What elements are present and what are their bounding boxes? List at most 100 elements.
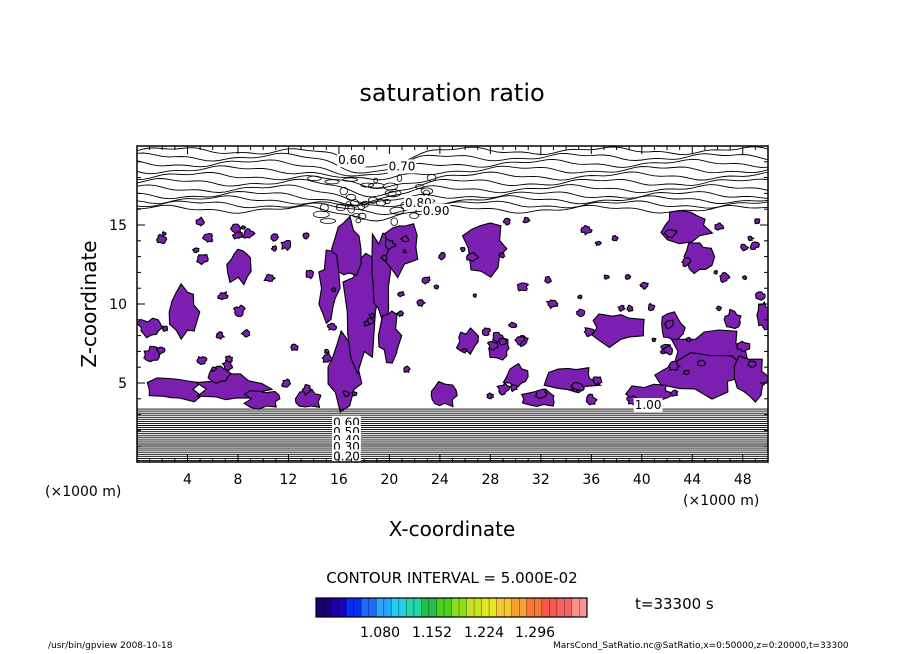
cloud-speck — [498, 251, 506, 259]
contour-label-bg — [633, 398, 663, 413]
cloud-speck — [402, 249, 407, 254]
cloud-speck — [379, 254, 388, 261]
contour-label: 0.20 — [333, 450, 360, 464]
cloud-speck — [240, 225, 247, 230]
contour-line — [137, 200, 768, 216]
cloud-speck — [459, 246, 466, 253]
footer-right: MarsCond_SatRatio.nc@SatRatio,x=0:50000,… — [553, 641, 849, 651]
x-tick-label: 40 — [633, 472, 651, 488]
cloud-speck — [156, 233, 168, 245]
contour-loop — [345, 193, 357, 201]
cloud-speck — [498, 337, 507, 346]
cloud-speck — [368, 312, 375, 319]
cloud-speck — [221, 360, 234, 372]
contour-loop — [389, 206, 405, 215]
cloud-speck — [580, 224, 593, 236]
x-tick-label: 12 — [280, 472, 298, 488]
cloud-speck — [626, 304, 634, 313]
cloud-speck — [570, 381, 585, 392]
cloud-speck — [696, 359, 707, 367]
contour-loop — [361, 200, 370, 208]
cloud-speck — [155, 346, 166, 356]
z-tick-label: 5 — [118, 376, 127, 392]
x-tick-label: 20 — [380, 472, 398, 488]
cloud-speck — [403, 365, 411, 374]
cloud-speck — [603, 274, 610, 280]
x-tick-label: 44 — [683, 472, 701, 488]
contour-loop — [420, 187, 434, 195]
cloud-speck — [740, 243, 750, 252]
contour-loop — [409, 212, 420, 219]
cloud-speck — [161, 230, 167, 237]
contour-label: 1.00 — [635, 398, 662, 412]
cloud-speck — [397, 291, 405, 298]
contour-line — [137, 178, 768, 198]
cloud-speck — [331, 287, 337, 293]
contour-line — [137, 158, 768, 177]
cloud-region — [591, 313, 645, 349]
contour-loop — [349, 199, 360, 208]
cloud-speck — [715, 305, 722, 312]
cloud-speck — [486, 340, 499, 352]
contour-loop — [339, 186, 348, 196]
cloud-speck — [302, 232, 310, 240]
cloud-speck — [534, 388, 548, 400]
cloud-speck — [321, 352, 333, 363]
footer-left: /usr/bin/gpview 2008-10-18 — [48, 641, 173, 651]
cloud-speck — [161, 325, 169, 333]
cloud-speck — [384, 238, 397, 251]
cloud-speck — [363, 320, 371, 327]
contour-loop — [368, 182, 385, 189]
contour-loop — [342, 177, 359, 182]
cloud-speck — [191, 247, 200, 254]
cloud-speck — [585, 393, 598, 406]
plot-area: 0.60 0.700.800.900.600.500.400.300.201.00 — [136, 145, 769, 464]
x-tick-label: 16 — [330, 472, 348, 488]
cloud-speck — [201, 232, 214, 243]
contour-loop — [319, 203, 329, 213]
cloud-speck — [624, 274, 632, 280]
cloud-region — [455, 327, 479, 356]
cloud-speck — [230, 223, 243, 235]
contour-loop — [324, 179, 340, 185]
x-tick-label: 24 — [431, 472, 449, 488]
contour-label: 0.60 — [338, 153, 365, 167]
x-tick-label: 4 — [183, 472, 192, 488]
colorbar-frame — [315, 597, 588, 618]
cloud-speck — [472, 293, 477, 298]
cloud-speck — [681, 257, 692, 268]
cloud-speck — [281, 378, 292, 388]
cloud-region — [137, 317, 163, 339]
cloud-speck — [263, 273, 276, 283]
contour-loop — [396, 174, 403, 182]
contour-label: 0.90 — [423, 204, 450, 218]
cloud-speck — [242, 228, 256, 239]
cloud-speck — [280, 240, 292, 252]
cloud-speck — [232, 304, 246, 317]
cloud-speck — [196, 254, 209, 266]
cloud-speck — [749, 241, 760, 251]
contour-loop — [357, 212, 367, 220]
contour-loop — [319, 218, 336, 224]
z-tick-label: 15 — [109, 218, 127, 234]
cloud-region — [683, 242, 716, 275]
cloud-speck — [714, 222, 725, 231]
contour-label-bg — [421, 203, 451, 218]
cloud-region — [143, 345, 161, 363]
cloud-speck — [502, 217, 511, 226]
cloud-speck — [755, 291, 766, 301]
cloud-speck — [545, 299, 559, 310]
cloud-speck — [195, 216, 205, 227]
contour-loop — [426, 173, 437, 182]
cloud-speck — [217, 291, 229, 301]
cloud-region — [430, 380, 458, 408]
contour-loop — [384, 189, 402, 198]
contour-label: 0.70 — [389, 160, 416, 174]
contour-loop — [375, 199, 387, 207]
z-tick-label: 10 — [109, 297, 127, 313]
cloud-speck — [639, 281, 649, 290]
time-label: t=33300 s — [635, 595, 714, 613]
cloud-speck — [651, 337, 657, 343]
cloud-speck — [592, 376, 603, 386]
